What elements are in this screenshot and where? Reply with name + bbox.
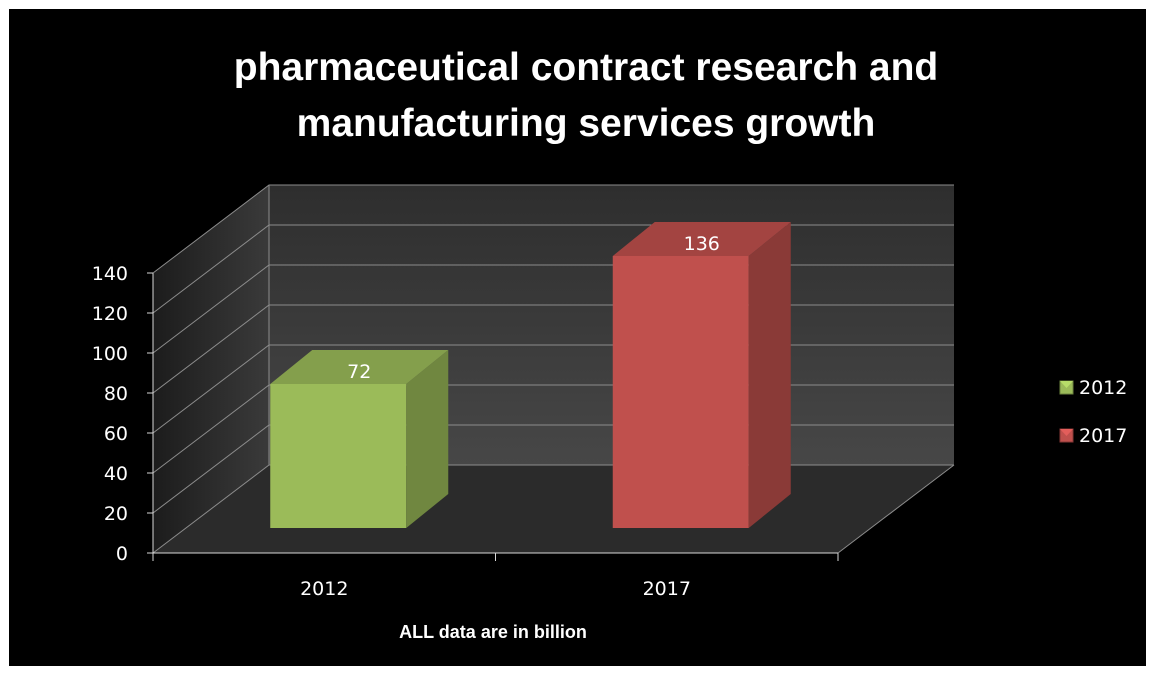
bar-top-face bbox=[612, 222, 791, 256]
y-tick-label: 40 bbox=[104, 463, 128, 485]
y-tick-label: 120 bbox=[92, 303, 128, 325]
x-tick-label: 2012 bbox=[300, 578, 348, 600]
bar-top-face bbox=[270, 350, 449, 384]
bar-2017: 136 bbox=[612, 222, 791, 528]
chart-title-line-1: pharmaceutical contract research and bbox=[234, 46, 938, 89]
y-tick-label: 20 bbox=[104, 503, 128, 525]
y-tick-label: 60 bbox=[104, 423, 128, 445]
chart-title: pharmaceutical contract research and man… bbox=[234, 46, 938, 145]
data-label: 136 bbox=[684, 233, 720, 255]
legend-label: 2012 bbox=[1079, 377, 1127, 399]
x-tick-label: 2017 bbox=[643, 578, 691, 600]
legend-swatch-highlight bbox=[1060, 429, 1073, 436]
bar-2012: 72 bbox=[270, 350, 449, 528]
chart-title-line-2: manufacturing services growth bbox=[297, 102, 876, 145]
bar-front-face bbox=[270, 384, 407, 528]
data-label: 72 bbox=[347, 361, 371, 383]
legend-item: 2012 bbox=[1059, 377, 1127, 399]
legend-swatch-highlight bbox=[1060, 381, 1073, 388]
y-axis: 0 20 40 60 80 100 120 140 bbox=[92, 263, 154, 565]
bar-side-face bbox=[748, 222, 791, 528]
bars: 72 136 bbox=[270, 222, 791, 528]
floor-edge bbox=[837, 464, 955, 554]
side-wall bbox=[153, 185, 269, 553]
x-axis: 2012 2017 bbox=[152, 552, 839, 600]
y-tick-label: 0 bbox=[116, 543, 128, 565]
bar-front-face bbox=[612, 256, 749, 528]
y-tick-label: 140 bbox=[92, 263, 128, 285]
legend-label: 2017 bbox=[1079, 425, 1127, 447]
x-axis-title: ALL data are in billion bbox=[399, 622, 587, 642]
bar-side-face bbox=[406, 350, 449, 528]
legend: 2012 2017 bbox=[1059, 377, 1127, 447]
legend-item: 2017 bbox=[1059, 425, 1127, 447]
y-tick-label: 100 bbox=[92, 343, 128, 365]
y-tick-label: 80 bbox=[104, 383, 128, 405]
